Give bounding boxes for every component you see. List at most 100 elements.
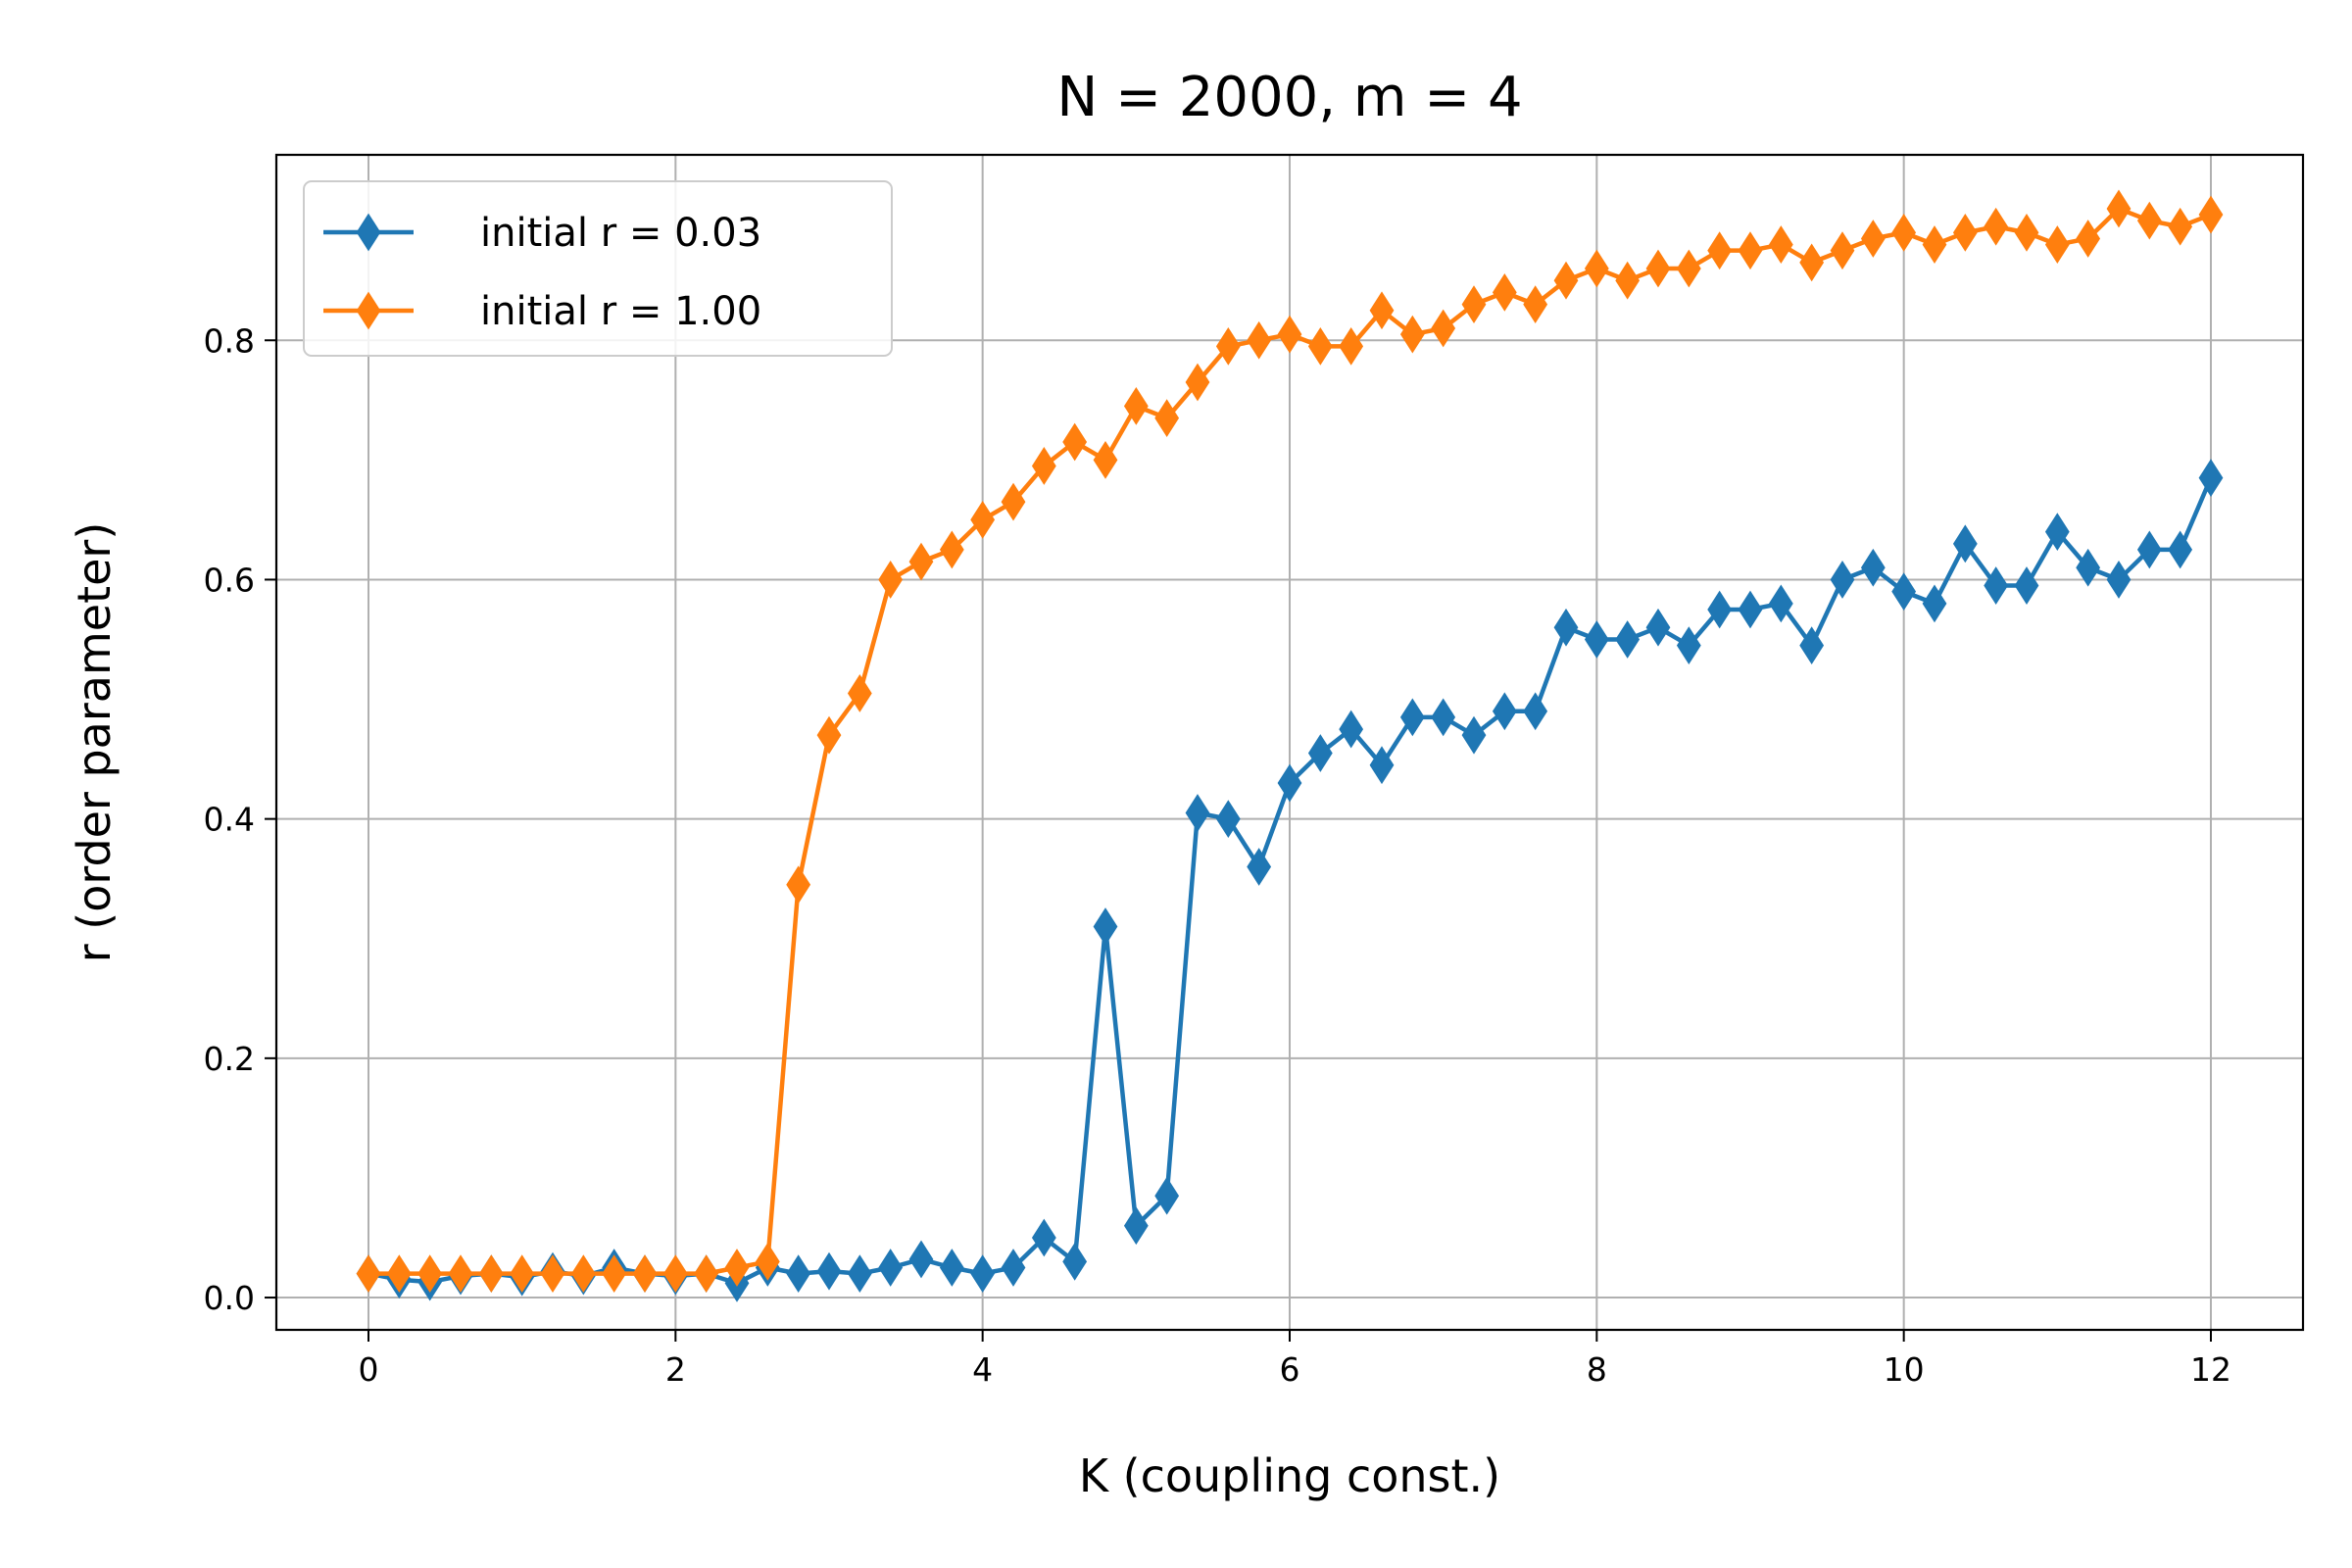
y-tick-label: 0.8 [204,321,255,360]
series-2 [356,189,2224,1294]
legend-item: initial r = 1.00 [323,289,761,334]
data-point [448,1254,473,1294]
data-point [1307,326,1333,366]
data-point [1062,422,1088,462]
data-point [1738,590,1763,629]
data-point [2168,207,2193,246]
data-point [847,674,872,712]
y-tick-label: 0.6 [204,561,255,599]
data-point [2044,513,2070,552]
data-point [2044,225,2070,264]
data-point [1247,320,1272,360]
data-point [1707,231,1733,270]
data-point [602,1254,627,1294]
data-point [1553,261,1579,300]
legend: initial r = 0.03 initial r = 1.00 [303,180,893,357]
data-point [1339,710,1364,749]
data-point [1830,231,1855,270]
data-point [1922,584,1947,623]
data-point [1185,363,1210,402]
data-point [1001,482,1026,521]
data-point [1093,907,1118,946]
y-tick-label: 0.2 [204,1040,255,1078]
data-point [847,1254,872,1294]
data-point [510,1254,535,1294]
legend-marker [356,213,381,252]
data-point [1860,548,1886,587]
data-point [1768,584,1793,623]
y-axis-label: r (order parameter) [68,522,121,963]
x-tick-label: 2 [665,1350,686,1389]
data-point [417,1254,443,1294]
data-point [2168,530,2193,569]
data-point [1461,715,1487,755]
data-point [1399,698,1425,737]
data-point [878,561,904,599]
data-point [1615,261,1641,300]
data-point [1369,746,1395,785]
x-tick-label: 4 [972,1350,993,1389]
data-point [1492,692,1517,731]
x-tick-label: 6 [1280,1350,1300,1389]
data-point [2106,561,2132,599]
data-point [1431,698,1456,737]
data-point [2106,189,2132,228]
data-point [694,1254,719,1294]
data-point [1984,207,2009,246]
data-point [1369,291,1395,330]
data-point [755,1243,780,1281]
data-point [939,530,964,569]
data-point [786,865,811,905]
data-point [1584,249,1609,288]
data-point [1553,608,1579,647]
data-point [1676,249,1701,288]
y-tick-label: 0.0 [204,1279,255,1317]
data-point [356,1254,381,1294]
data-point [2198,459,2224,498]
data-point [1584,620,1609,659]
data-point [1984,566,2009,605]
data-point [1154,399,1180,438]
data-point [2198,195,2224,234]
data-point [386,1254,412,1294]
data-point [1645,608,1671,647]
data-point [1399,315,1425,354]
data-point [816,1251,842,1291]
data-point [1738,231,1763,270]
data-point [1891,213,1917,252]
data-point [1154,1176,1180,1215]
data-point [1799,626,1825,664]
data-point [1123,387,1149,425]
data-point [1185,794,1210,832]
data-point [939,1249,964,1287]
data-point [816,715,842,755]
data-point [1860,220,1886,258]
data-point [1247,848,1272,886]
data-point [908,542,934,581]
data-point [1830,561,1855,599]
data-point [878,1249,904,1287]
x-axis-label: K (coupling const.) [1079,1449,1500,1502]
data-point [2136,201,2162,240]
x-tick-label: 12 [2190,1350,2231,1389]
data-point [908,1240,934,1279]
data-point [1645,249,1671,288]
data-point [1277,763,1302,803]
series-layer [356,189,2224,1302]
data-point [724,1249,750,1287]
data-point [1461,285,1487,324]
data-point [1215,800,1241,839]
data-point [1031,447,1056,485]
data-point [662,1254,688,1294]
data-point [1339,326,1364,366]
legend-box [303,180,893,357]
data-point [1768,225,1793,264]
axis-ticks: 0 2 4 6 8 10 12 0.0 0.2 0.4 0.6 0.8 [204,321,2231,1389]
y-tick-label: 0.4 [204,801,255,839]
data-point [1062,1243,1088,1281]
data-point [1952,524,1978,564]
data-point [1676,626,1701,664]
data-point [1492,273,1517,312]
data-point [2076,220,2101,258]
